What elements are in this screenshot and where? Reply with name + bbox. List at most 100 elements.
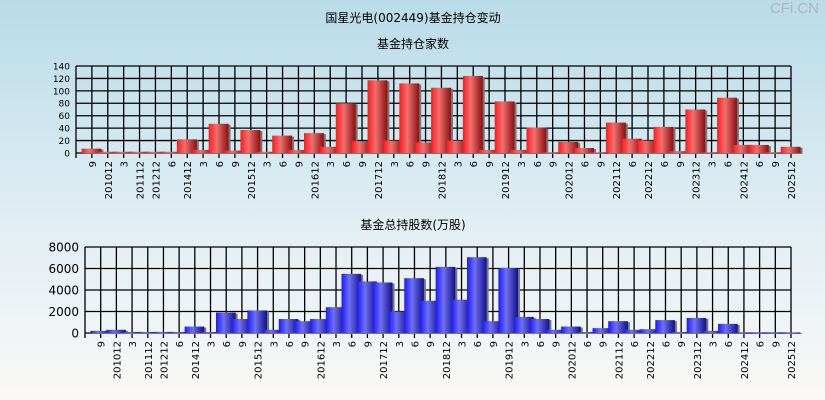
- chart1-xtick-label: 6: [167, 161, 178, 167]
- chart2-bar-shadow: [767, 333, 787, 334]
- chart1-bar: [431, 87, 451, 153]
- chart1-xtick-label: 9: [596, 161, 607, 167]
- chart1-bar-shadow: [115, 152, 136, 154]
- chart1-xtick-label: 201912: [501, 161, 512, 199]
- chart1-bar: [605, 122, 626, 153]
- chart2-bar: [263, 329, 283, 333]
- chart1-bar: [240, 130, 261, 153]
- chart1-xtick-label: 9: [422, 161, 433, 167]
- chart2-bar: [294, 321, 315, 333]
- chart2-xtick-label: 3: [395, 341, 406, 347]
- chart1-xtick-label: 201512: [247, 161, 258, 199]
- chart1-bar-shadow: [703, 153, 724, 154]
- chart2-bar: [419, 300, 440, 333]
- chart1-xtick-label: 9: [485, 161, 496, 167]
- chart2-bar: [718, 323, 738, 333]
- chart2-xtick-label: 201912: [505, 341, 516, 379]
- chart2-xtick-label: 3: [520, 341, 531, 347]
- chart1-xtick-label: 6: [533, 161, 544, 167]
- chart1-xtick-label: 6: [469, 161, 480, 167]
- chart2-bar: [623, 329, 644, 333]
- chart1-bar: [97, 151, 118, 153]
- chart1-bar: [526, 127, 547, 153]
- chart2-bar-shadow: [782, 333, 803, 334]
- chart1-subtitle: 基金持仓家数: [377, 36, 449, 51]
- chart2-bar: [780, 332, 801, 334]
- chart2-bar-shadow: [672, 332, 693, 334]
- chart2-bar: [106, 329, 126, 333]
- chart1-xtick-label: 3: [263, 161, 274, 167]
- chart2-bar-shadow: [139, 332, 160, 334]
- chart1-bar-shadow: [544, 153, 565, 154]
- chart2-bar: [90, 330, 111, 333]
- chart1-xtick-label: 6: [342, 161, 353, 167]
- chart1-xtick-label: 9: [771, 161, 782, 167]
- chart2-xtick-label: 6: [222, 341, 233, 347]
- chart2-xtick-label: 6: [473, 341, 484, 347]
- chart1-bar: [748, 144, 769, 153]
- chart1-xtick-label: 6: [660, 161, 671, 167]
- chart1-xtick-label: 9: [294, 161, 305, 167]
- chart1-bar: [669, 151, 690, 153]
- chart1-bar: [288, 149, 308, 153]
- chart1-bar: [272, 135, 293, 153]
- chart1-xtick-label: 3: [517, 161, 528, 167]
- chart2-bar: [529, 319, 550, 333]
- chart1-bar: [780, 146, 801, 153]
- chart2-ytick-label: 6000: [48, 262, 79, 276]
- chart2-xtick-label: 3: [128, 341, 139, 347]
- chart2-bar: [498, 267, 519, 333]
- chart2-bar: [168, 331, 189, 333]
- chart1-bar: [478, 149, 499, 153]
- chart2-xtick-label: 9: [301, 341, 312, 347]
- chart1-bar: [717, 97, 737, 153]
- chart1-xtick-label: 3: [453, 161, 464, 167]
- chart2-xtick-label: 9: [599, 341, 610, 347]
- chart2-xtick-label: 3: [332, 341, 343, 347]
- chart1-bar: [176, 139, 197, 153]
- chart2-bar: [278, 319, 299, 333]
- chart2-bar: [184, 326, 205, 333]
- chart2-bar: [388, 311, 409, 333]
- chart1-ytick-label: 120: [53, 75, 70, 85]
- chart1-bar: [542, 152, 563, 154]
- chart2-xtick-label: 6: [724, 341, 735, 347]
- chart2-xtick-label: 9: [97, 341, 108, 347]
- chart1-xtick-label: 201012: [104, 161, 115, 199]
- chart2-bar: [325, 307, 346, 333]
- chart2-bar: [357, 281, 377, 333]
- chart2-xtick-label: 6: [661, 341, 672, 347]
- chart1-xtick-label: 202312: [692, 161, 703, 199]
- chart2-bar: [467, 257, 487, 333]
- chart1-ytick-label: 60: [59, 112, 71, 122]
- chart1-bar: [701, 152, 722, 154]
- chart2-bar: [702, 330, 722, 333]
- chart2-xtick-label: 6: [536, 341, 547, 347]
- chart2-xtick-label: 6: [348, 341, 359, 347]
- chart1-bar-shadow: [671, 152, 692, 154]
- chart2-bar: [545, 329, 566, 333]
- chart2-xtick-label: 6: [410, 341, 421, 347]
- chart2-xtick-label: 202312: [693, 341, 704, 379]
- chart1-xtick-label: 202112: [612, 161, 623, 199]
- chart2-xtick-label: 201612: [316, 341, 327, 379]
- chart1-xtick-label: 6: [215, 161, 226, 167]
- chart2-bar: [749, 332, 770, 334]
- chart1-xtick-label: 202012: [565, 161, 576, 199]
- chart2-bar: [608, 321, 628, 333]
- chart2-xtick-label: 202112: [614, 341, 625, 379]
- chart1-ytick-label: 140: [53, 62, 70, 72]
- chart2-xtick-label: 9: [677, 341, 688, 347]
- chart2-bar: [372, 282, 393, 333]
- chart1-bar: [113, 151, 134, 153]
- chart2-xtick-label: 9: [238, 341, 249, 347]
- chart1-bar: [462, 75, 483, 153]
- chart2-xtick-label: 201712: [379, 341, 390, 379]
- chart2-xtick-label: 9: [363, 341, 374, 347]
- chart1-ytick-label: 100: [53, 87, 70, 97]
- chart1-bar: [129, 151, 150, 153]
- chart2-bar: [247, 310, 267, 333]
- chart1-bar: [224, 150, 245, 153]
